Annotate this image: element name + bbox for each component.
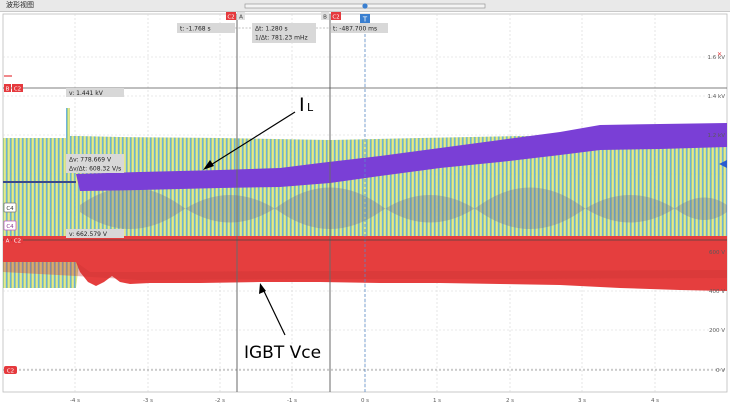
measure-box: [66, 154, 124, 173]
svg-text:1 s: 1 s: [433, 398, 441, 404]
cursor-b-tag[interactable]: [331, 12, 341, 20]
ch-c4-label: C4: [6, 206, 14, 212]
il-annotation: I: [299, 94, 305, 116]
right-axis-x-icon: ✕: [717, 51, 722, 58]
cursor-a-tag[interactable]: [226, 12, 236, 20]
svg-text:1.4 kV: 1.4 kV: [708, 94, 726, 100]
svg-text:-3 s: -3 s: [143, 398, 153, 404]
ch-c2-bottom-label: C2: [7, 369, 14, 375]
svg-text:2 s: 2 s: [506, 398, 514, 404]
svg-text:0 s: 0 s: [361, 398, 369, 404]
svg-text:-1 s: -1 s: [287, 398, 297, 404]
cursor-a-time: t: -1.768 s: [180, 26, 211, 33]
svg-text:600 V: 600 V: [709, 250, 725, 256]
measure-dvdt: Δv/Δt: 608.32 V/s: [69, 166, 121, 173]
ch-c4b-label: C4: [6, 224, 14, 230]
trigger-position-handle[interactable]: [362, 3, 368, 9]
ch-a-tag-label: C2: [14, 239, 21, 245]
il-arrow: [205, 111, 296, 169]
ch-c2-bottom-tag[interactable]: [4, 366, 17, 374]
svg-text:0 V: 0 V: [716, 368, 725, 374]
cursor-a-letter-box: [237, 12, 245, 20]
x-axis-labels: -4 s -3 s -2 s -1 s 0 s 1 s 2 s 3 s 4 s: [70, 398, 659, 404]
ch-b-letter: B: [6, 87, 10, 93]
il-band: [76, 123, 727, 191]
cursor-a-letter: A: [239, 15, 243, 21]
window-title: 波形视图: [6, 1, 34, 9]
trigger-marker-label: T: [362, 16, 368, 24]
vce-band: [3, 236, 727, 291]
cursor-b-tag-label: C2: [332, 15, 339, 21]
ch-a-letter-box[interactable]: [4, 236, 11, 244]
cursor-b-time-box: [331, 23, 388, 33]
svg-text:4 s: 4 s: [651, 398, 659, 404]
vce-arrow: [261, 286, 286, 336]
ch-a-readout: v: 662.579 V: [69, 231, 108, 238]
vce-arrowhead: [259, 283, 266, 294]
svg-text:-4 s: -4 s: [70, 398, 80, 404]
cursor-a-time-box: [177, 23, 235, 33]
vce-annotation: IGBT Vce: [244, 343, 321, 363]
delta-frequency: 1/Δt: 781.23 mHz: [255, 35, 308, 42]
cursor-a-tag-label: C2: [227, 15, 234, 21]
il-arrowhead: [203, 160, 214, 170]
ch-b-letter-box[interactable]: [4, 84, 11, 92]
delta-time: Δt: 1.280 s: [255, 26, 288, 33]
ch-c4b-tag[interactable]: [3, 220, 17, 231]
svg-text:-2 s: -2 s: [215, 398, 225, 404]
right-trigger-level-icon[interactable]: [719, 160, 727, 168]
measure-dv: Δv: 778.669 V: [69, 157, 112, 164]
il-baseline: [3, 181, 76, 183]
svg-text:3 s: 3 s: [578, 398, 586, 404]
delta-box: [252, 23, 316, 43]
trigger-marker[interactable]: [360, 14, 370, 23]
svg-text:200 V: 200 V: [709, 328, 725, 334]
ch-a-readout-box: [66, 229, 124, 238]
cursor-b-time: t: -487.700 ms: [333, 26, 377, 33]
ch-b-tag-label: C2: [14, 87, 21, 93]
svg-text:1.2 kV: 1.2 kV: [708, 133, 726, 139]
cursor-b-letter: B: [323, 15, 327, 21]
ch-b-readout: v: 1.441 kV: [69, 90, 104, 97]
ch-b-readout-box: [66, 88, 124, 97]
ch-a-letter: A: [6, 239, 10, 245]
cursor-b-letter-box: [321, 12, 329, 20]
ch-c4-tag[interactable]: [3, 202, 17, 213]
il-annotation-sub: L: [307, 101, 314, 114]
svg-text:1.6 kV: 1.6 kV: [708, 55, 726, 61]
y-axis-labels: 1.6 kV 1.4 kV 1.2 kV 600 V 400 V 200 V 0…: [708, 55, 726, 374]
ch-a-tag[interactable]: [12, 236, 23, 244]
ch-b-tag[interactable]: [12, 84, 23, 92]
modulation-lobes: [80, 187, 727, 229]
svg-text:400 V: 400 V: [709, 289, 725, 295]
